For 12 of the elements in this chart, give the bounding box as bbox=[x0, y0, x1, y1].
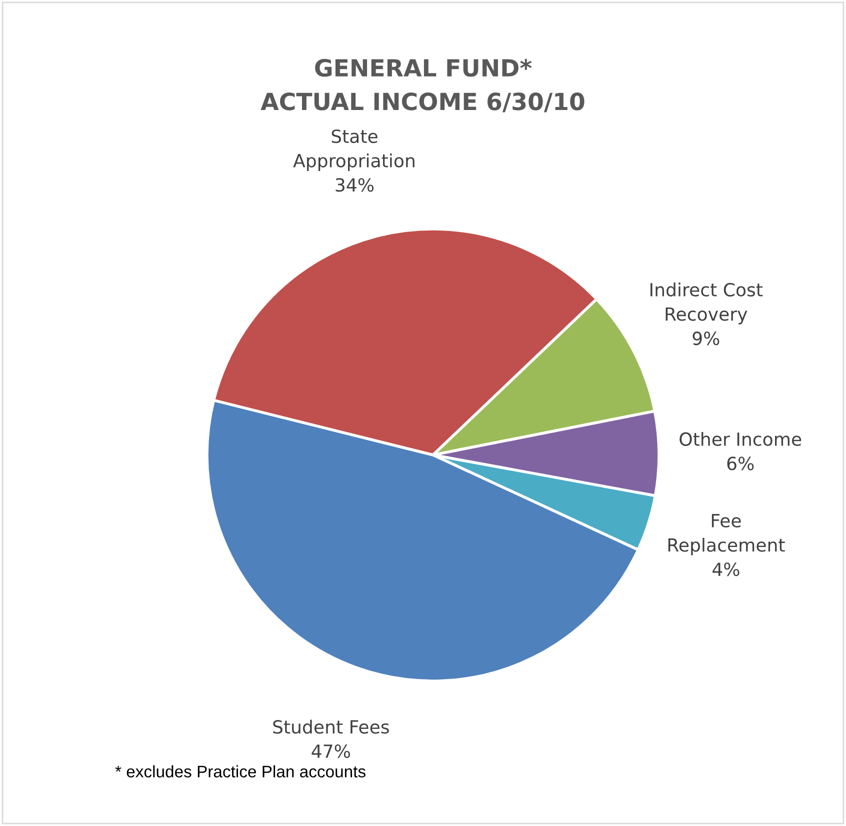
data-label: 34% bbox=[336, 178, 374, 192]
data-label: 4% bbox=[712, 562, 740, 576]
slice-label: Fee Replacement bbox=[668, 514, 785, 556]
chart-title: GENERAL FUND* ACTUAL INCOME 6/30/10 bbox=[260, 58, 584, 112]
slice-label: Indirect Cost Recovery bbox=[650, 282, 763, 324]
data-label: 47% bbox=[312, 744, 350, 758]
data-label: 9% bbox=[692, 332, 720, 346]
data-label: 6% bbox=[727, 456, 754, 470]
slice-label: Student Fees bbox=[273, 720, 389, 734]
slice-label: Other Income bbox=[680, 432, 802, 446]
slice-label: State Appropriation bbox=[293, 129, 414, 171]
text: * excludes Practice Plan accounts bbox=[115, 765, 366, 778]
